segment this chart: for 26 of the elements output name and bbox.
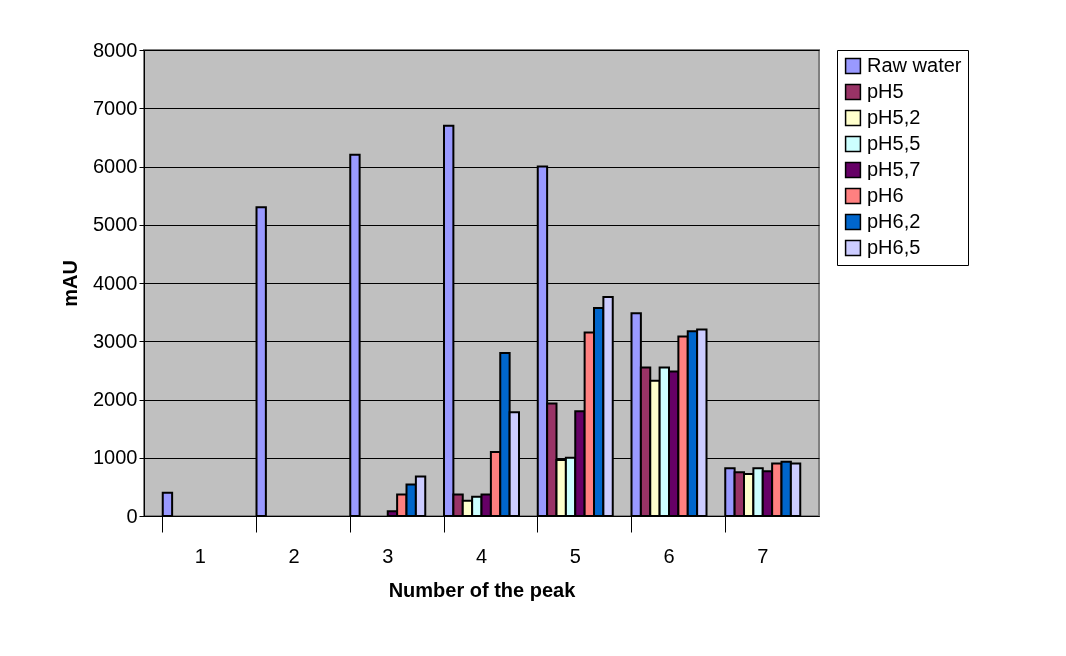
y-tick-label: 6000 bbox=[93, 155, 138, 177]
y-tick-label: 5000 bbox=[93, 213, 138, 236]
legend-label: pH5 bbox=[867, 80, 904, 102]
x-axis-title: Number of the peak bbox=[388, 578, 577, 601]
x-tick-label: 1 bbox=[194, 544, 206, 567]
x-tick-label: 3 bbox=[382, 544, 394, 567]
y-tick-label: 1000 bbox=[93, 446, 138, 469]
x-tick-label: 6 bbox=[663, 544, 675, 567]
x-tick-label: 5 bbox=[569, 544, 581, 567]
legend-label: pH5,7 bbox=[867, 158, 921, 180]
x-tick-label: 4 bbox=[475, 544, 488, 567]
legend-label: pH5,2 bbox=[867, 106, 921, 128]
y-tick-label: 3000 bbox=[93, 329, 138, 352]
y-tick-label: 7000 bbox=[93, 96, 138, 119]
legend-label: pH6,5 bbox=[867, 236, 921, 258]
legend-label: pH6 bbox=[867, 184, 904, 206]
y-tick-label: 2000 bbox=[93, 388, 138, 410]
y-tick-label: 4000 bbox=[93, 271, 138, 294]
y-axis-title: mAU bbox=[59, 260, 82, 307]
y-tick-label: 8000 bbox=[93, 38, 138, 61]
y-tick-label: 0 bbox=[126, 504, 138, 527]
legend-label: Raw water bbox=[867, 54, 962, 76]
legend-label: pH5,5 bbox=[867, 132, 921, 154]
legend-label: pH6,2 bbox=[867, 210, 921, 232]
x-tick-label: 7 bbox=[757, 544, 769, 567]
x-tick-label: 2 bbox=[288, 544, 300, 567]
